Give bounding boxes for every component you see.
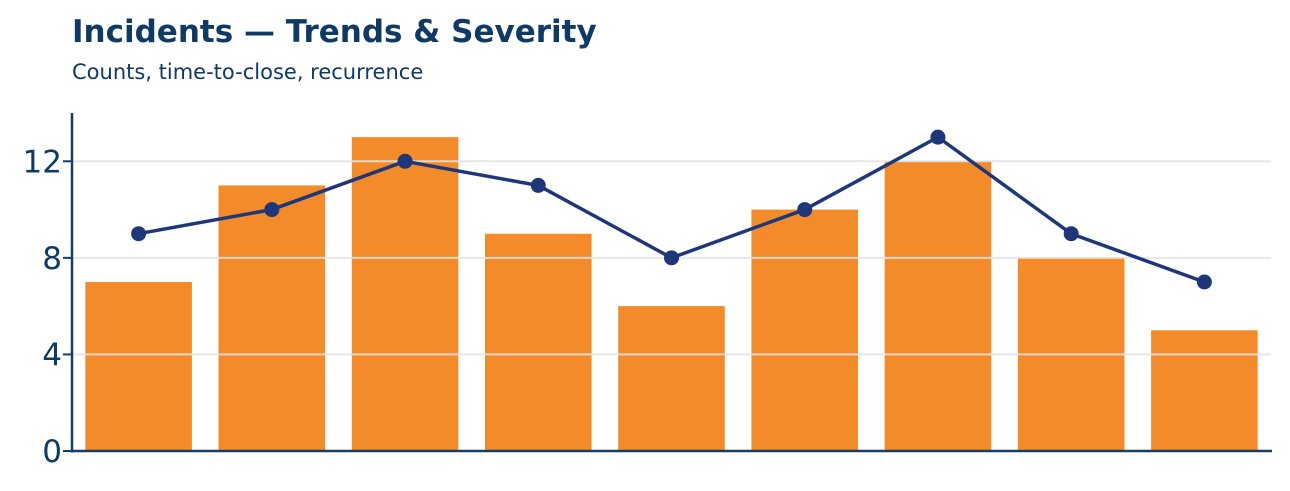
bar bbox=[351, 137, 459, 451]
y-tick-label: 4 bbox=[42, 337, 62, 373]
line-marker bbox=[131, 226, 147, 242]
line-marker bbox=[264, 202, 280, 218]
bar-series bbox=[85, 137, 1258, 452]
line-marker bbox=[664, 250, 679, 266]
y-tick-label: 0 bbox=[42, 434, 62, 470]
line-series bbox=[131, 129, 1212, 290]
y-tick-label: 12 bbox=[23, 144, 62, 180]
bar bbox=[1151, 330, 1258, 451]
axes: 0 4 8 12 bbox=[23, 113, 1272, 470]
line-marker bbox=[1196, 274, 1212, 290]
y-tick-label: 8 bbox=[42, 241, 62, 277]
line-marker bbox=[530, 177, 546, 193]
bar bbox=[618, 306, 725, 451]
bar bbox=[484, 233, 592, 451]
bar bbox=[85, 282, 192, 451]
line-marker bbox=[797, 202, 813, 218]
line-marker bbox=[930, 129, 946, 145]
line-marker bbox=[397, 153, 413, 169]
bar bbox=[751, 209, 859, 451]
bar bbox=[218, 185, 326, 451]
line-marker bbox=[1063, 226, 1079, 242]
chart-subtitle: Counts, time-to-close, recurrence bbox=[72, 60, 424, 84]
bar bbox=[884, 161, 992, 452]
chart-title: Incidents — Trends & Severity bbox=[72, 14, 597, 50]
